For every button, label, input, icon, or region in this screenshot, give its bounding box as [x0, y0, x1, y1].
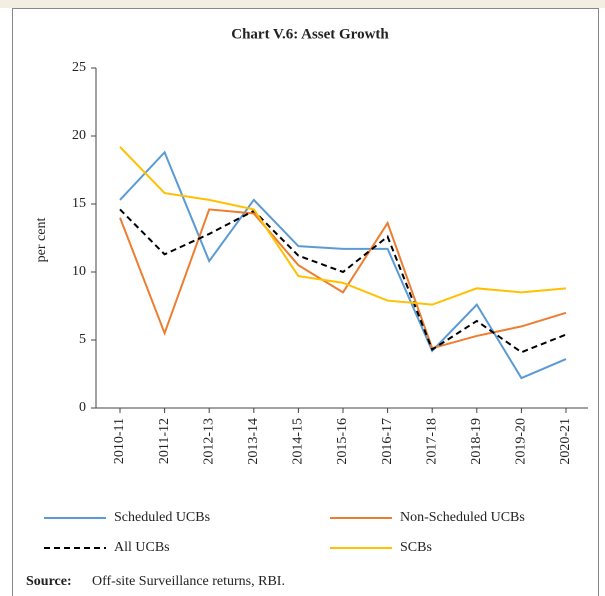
chart-title: Chart V.6: Asset Growth	[231, 26, 389, 42]
frame	[12, 8, 599, 596]
y-tick-label: 5	[79, 332, 86, 347]
source-text: Off-site Surveillance returns, RBI.	[92, 574, 285, 589]
source-label: Source:	[26, 574, 72, 589]
x-tick-label: 2018-19	[469, 418, 484, 465]
series-line	[119, 146, 567, 306]
x-tick-label: 2016-17	[380, 418, 395, 465]
x-tick-label: 2010-11	[112, 418, 127, 464]
legend-label: All UCBs	[114, 540, 170, 555]
y-tick-label: 25	[72, 60, 86, 75]
y-tick-label: 10	[72, 264, 86, 279]
y-axis-label: per cent	[34, 218, 49, 263]
x-tick-label: 2014-15	[291, 418, 306, 465]
x-tick-label: 2017-18	[424, 418, 439, 465]
y-tick-label: 20	[72, 128, 86, 143]
series-line	[119, 208, 567, 350]
y-tick-label: 15	[72, 196, 86, 211]
series-line	[119, 150, 567, 380]
x-tick-label: 2015-16	[335, 418, 350, 465]
x-tick-label: 2020-21	[558, 418, 573, 465]
x-tick-label: 2013-14	[246, 418, 261, 465]
legend-label: Scheduled UCBs	[114, 510, 210, 525]
legend-label: Non-Scheduled UCBs	[400, 510, 525, 525]
series-line	[119, 208, 567, 354]
legend-label: SCBs	[400, 540, 432, 555]
y-tick-label: 0	[79, 400, 86, 415]
x-tick-label: 2012-13	[201, 418, 216, 465]
x-tick-label: 2019-20	[514, 418, 529, 465]
top-strip	[0, 0, 605, 8]
x-tick-label: 2011-12	[157, 418, 172, 464]
